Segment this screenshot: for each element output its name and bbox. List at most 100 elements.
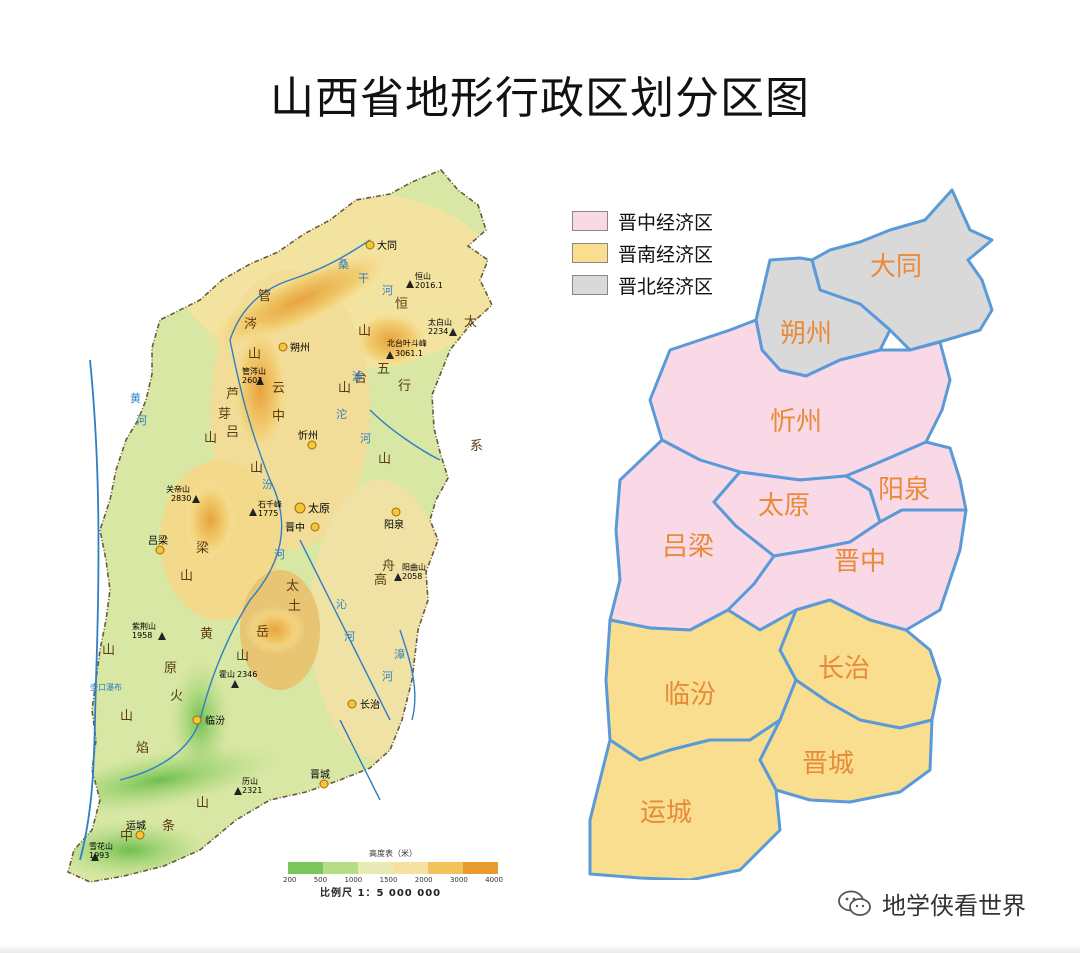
range-char: 中 xyxy=(120,829,133,844)
region-labels: 大同 朔州 忻州 太原 阳泉 吕梁 晋中 长治 临汾 晋城 运城 xyxy=(640,252,930,828)
range-char: 云 xyxy=(272,381,285,396)
region-label-linfen: 临汾 xyxy=(664,680,716,710)
river-char: 河 xyxy=(136,414,147,427)
peak-name: 恒山 xyxy=(415,271,431,281)
region-label-lvliang: 吕梁 xyxy=(662,532,714,562)
range-char: 山 xyxy=(358,324,371,339)
peak-name: 雪花山 xyxy=(89,841,113,851)
range-char: 岳 xyxy=(256,625,269,640)
river-char: 桑 xyxy=(338,258,349,271)
range-char: 恒 xyxy=(395,297,408,312)
range-char: 管 xyxy=(258,289,271,304)
region-label-yuncheng: 运城 xyxy=(640,798,692,828)
elevation-tick: 4000 xyxy=(485,876,503,884)
elevation-tick: 3000 xyxy=(449,876,468,884)
peak-name: 紫荆山 xyxy=(132,621,156,631)
terrain-range-labels: 管 涔 山 芦 芽 山 吕 梁 山 恒 山 五 台 山 太 行 山 太 岳 山 … xyxy=(102,289,483,844)
region-yuncheng xyxy=(588,718,782,880)
peak-name: 管涔山 xyxy=(242,366,266,376)
region-label-changzhi: 长治 xyxy=(818,654,870,684)
range-char: 原 xyxy=(164,661,177,676)
peak-name: 石千峰 xyxy=(258,499,282,509)
range-char: 黄 xyxy=(200,627,213,642)
peak-elev: 2603 xyxy=(242,376,262,385)
elevation-ticks: 200 500 1000 1500 2000 3000 4000 xyxy=(283,876,503,884)
peak-name: 阳曲山 xyxy=(402,562,426,572)
region-datong xyxy=(810,188,994,352)
range-char: 高 xyxy=(374,572,387,588)
city-label: 吕梁 xyxy=(148,534,168,547)
elevation-tick: 2000 xyxy=(414,876,433,884)
range-char: 芽 xyxy=(218,407,231,422)
peak-elev: 1775 xyxy=(258,509,278,518)
range-char: 太 xyxy=(286,579,299,594)
range-char: 系 xyxy=(470,439,483,454)
range-char: 山 xyxy=(250,461,263,476)
range-char: 土 xyxy=(288,599,301,614)
legend-swatch xyxy=(572,275,608,295)
range-char: 山 xyxy=(248,347,261,362)
city-label: 晋城 xyxy=(310,769,330,781)
city-label: 忻州 xyxy=(298,429,318,442)
range-char: 梁 xyxy=(196,541,209,556)
river-char: 汾 xyxy=(262,478,273,491)
region-label-yangquan: 阳泉 xyxy=(878,475,930,505)
elevation-scale: 高度表（米） 200 500 1000 1500 2000 3000 4000 xyxy=(283,848,503,884)
river-char: 黄 xyxy=(130,391,141,405)
map-legend: 晋中经济区 晋南经济区 晋北经济区 xyxy=(572,205,713,301)
peak-elev: 2058 xyxy=(402,572,422,581)
map-title: 山西省地形行政区划分区图 xyxy=(270,73,810,124)
legend-item: 晋中经济区 xyxy=(572,205,713,237)
range-char: 山 xyxy=(378,452,391,467)
range-char: 芦 xyxy=(226,387,239,402)
peak-elev: 2830 xyxy=(171,494,191,503)
city-label: 运城 xyxy=(126,820,146,832)
city-label: 临汾 xyxy=(205,714,225,727)
range-char: 山 xyxy=(120,709,133,724)
river-char: 河 xyxy=(382,284,393,297)
legend-item: 晋南经济区 xyxy=(572,237,713,269)
elevation-tick: 1000 xyxy=(344,876,363,884)
peak-name: 霍山 xyxy=(219,669,235,679)
city-label: 大同 xyxy=(377,239,397,252)
peak-name: 关帝山 xyxy=(166,484,190,494)
river-char: 河 xyxy=(360,432,371,445)
range-char: 行 xyxy=(398,379,411,394)
region-label-jinzhong: 晋中 xyxy=(834,547,886,577)
range-char: 吕 xyxy=(226,425,239,440)
river-char: 干 xyxy=(358,272,369,285)
range-char: 涔 xyxy=(244,317,257,332)
peak-elev: 1993 xyxy=(89,851,109,860)
range-char: 中 xyxy=(272,409,285,424)
range-char: 山 xyxy=(204,431,217,446)
peak-name: 北台叶斗峰 xyxy=(387,338,427,348)
terrain-cities: 大同 朔州 忻州 太原 晋中 阳泉 吕梁 长治 临汾 晋城 运城 xyxy=(126,239,404,840)
watermark: 地学侠看世界 xyxy=(838,886,1026,921)
region-label-datong: 大同 xyxy=(870,252,922,282)
peak-name: 太白山 xyxy=(428,317,452,327)
river-char: 沱 xyxy=(336,407,347,421)
river-char: 河 xyxy=(344,630,355,643)
range-char: 山 xyxy=(102,643,115,658)
region-label-jincheng: 晋城 xyxy=(802,749,854,779)
river-label: 壶口瀑布 xyxy=(90,682,122,692)
range-char: 焰 xyxy=(136,741,149,756)
peak-elev: 2234 xyxy=(428,327,448,336)
river-char: 滹 xyxy=(352,369,363,383)
region-label-xinzhou: 忻州 xyxy=(770,407,822,437)
city-label: 阳泉 xyxy=(384,518,404,531)
range-char: 山 xyxy=(236,649,249,664)
river-char: 河 xyxy=(274,548,285,561)
legend-swatch xyxy=(572,211,608,231)
elevation-scale-title: 高度表（米） xyxy=(369,849,417,858)
terrain-map: 大同 朔州 忻州 太原 晋中 阳泉 吕梁 长治 临汾 晋城 运城 恒山2016.… xyxy=(67,169,493,883)
river-char: 漳 xyxy=(394,647,405,661)
city-label: 长治 xyxy=(360,698,380,711)
river-char: 沁 xyxy=(336,598,347,611)
legend-item: 晋北经济区 xyxy=(572,269,713,301)
range-char: 太 xyxy=(464,315,477,330)
range-char: 火 xyxy=(170,689,183,704)
elevation-color-bar xyxy=(288,862,498,874)
region-label-taiyuan: 太原 xyxy=(758,491,810,521)
range-char: 条 xyxy=(162,818,175,834)
